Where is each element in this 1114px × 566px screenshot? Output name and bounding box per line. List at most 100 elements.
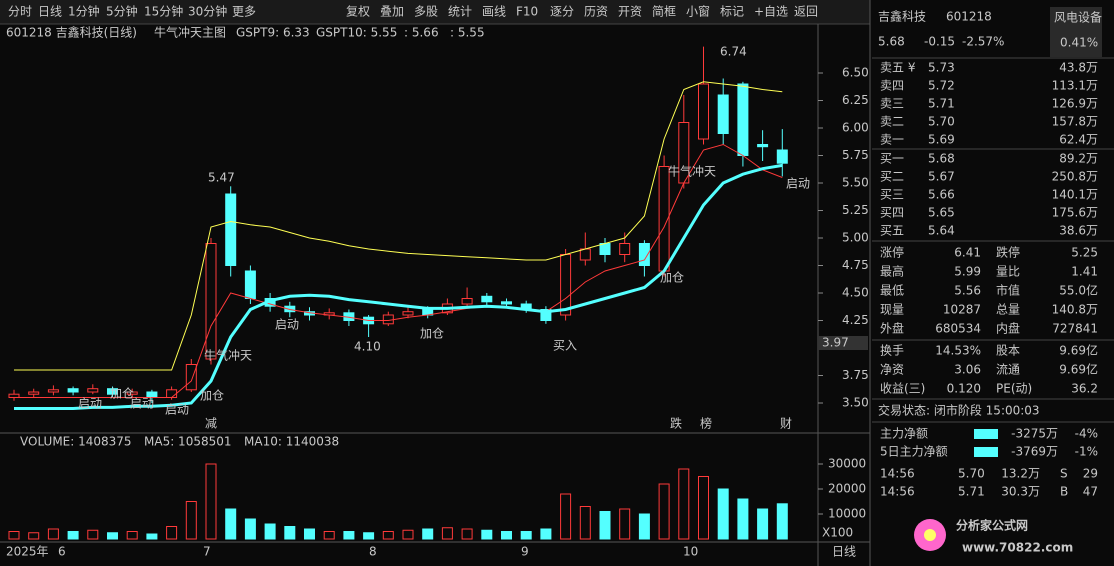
stock-code: 601218 xyxy=(946,10,992,24)
volume-bar xyxy=(441,527,453,540)
tool-button[interactable]: 开资 xyxy=(618,5,642,19)
tool-button[interactable]: 逐分 xyxy=(550,5,574,19)
annotation: 加仓 xyxy=(660,271,684,285)
tool-button[interactable]: 标记 xyxy=(720,5,744,19)
change-pct: -2.57% xyxy=(962,35,1004,49)
y-tick-label: 5.00 xyxy=(842,231,869,245)
tool-button[interactable]: 统计 xyxy=(448,5,472,19)
volume-bar xyxy=(205,463,217,540)
stat-value: 9.69亿 xyxy=(1059,362,1098,377)
candle-body xyxy=(225,193,237,266)
indicator-line xyxy=(14,163,783,410)
indicator-line xyxy=(14,81,783,371)
tool-button[interactable]: +自选 xyxy=(754,5,788,19)
volume-bar xyxy=(107,532,118,540)
y-tick-label: 6.50 xyxy=(842,66,869,80)
volume-bar xyxy=(146,533,158,540)
book-volume: 126.9万 xyxy=(1052,97,1098,111)
period-tab[interactable]: 30分钟 xyxy=(188,4,227,19)
trade-volume: 13.2万 xyxy=(1001,467,1040,481)
volume-bar xyxy=(461,528,473,540)
volume-bar xyxy=(363,532,375,540)
candle-body xyxy=(717,94,729,134)
trade-volume: 30.3万 xyxy=(1001,485,1040,499)
book-volume: 89.2万 xyxy=(1059,152,1098,166)
volume-bar xyxy=(126,531,138,540)
volume-bar xyxy=(28,532,40,540)
sector-name: 风电设备 xyxy=(1054,11,1102,25)
period-tab[interactable]: 15分钟 xyxy=(144,4,183,19)
stat-label: 换手 xyxy=(880,344,904,358)
book-volume: 62.4万 xyxy=(1059,133,1098,147)
volume-bar xyxy=(67,531,79,540)
book-volume: 175.6万 xyxy=(1052,206,1098,220)
book-price: 5.64 xyxy=(928,224,955,238)
annotation: 5.47 xyxy=(208,171,235,185)
stat-value: 10287 xyxy=(943,303,981,317)
candle-body xyxy=(579,248,591,261)
volume-bar xyxy=(402,529,414,540)
trade-count: 29 xyxy=(1083,467,1098,481)
volume-bar xyxy=(520,531,532,540)
stat-label: 总量 xyxy=(996,303,1020,317)
period-tab[interactable]: 分时 xyxy=(8,5,32,19)
sector-box xyxy=(1050,7,1102,57)
candle-body xyxy=(107,388,118,395)
flow-label: 5日主力净额 xyxy=(880,445,948,459)
tool-button[interactable]: 历资 xyxy=(584,5,608,19)
period-tab[interactable]: 5分钟 xyxy=(106,4,138,19)
stat-value: 680534 xyxy=(935,322,981,336)
annotation: 4.10 xyxy=(354,340,381,354)
book-price: 5.69 xyxy=(928,133,955,147)
period-tab[interactable]: 日线 xyxy=(38,5,62,19)
flow-bar xyxy=(974,447,998,457)
book-label: 卖三 xyxy=(880,97,904,111)
flow-pct: -4% xyxy=(1075,427,1098,441)
stat-label: 市值 xyxy=(996,283,1020,298)
volume-bar xyxy=(501,531,512,540)
volume-bar xyxy=(47,528,59,540)
tool-button[interactable]: 叠加 xyxy=(380,5,404,19)
tool-button[interactable]: F10 xyxy=(516,5,538,19)
stat-label: 最低 xyxy=(880,284,904,298)
stat-value: 3.06 xyxy=(954,363,981,377)
trade-price: 5.71 xyxy=(958,485,985,499)
book-volume: 38.6万 xyxy=(1059,224,1098,238)
book-label: 买五 xyxy=(880,224,904,238)
stat-label: 净资 xyxy=(880,363,904,377)
toolbar-bg xyxy=(0,0,870,24)
volume-bar xyxy=(717,488,729,540)
annotation: 财 xyxy=(780,417,792,431)
annotation: 跌 xyxy=(670,416,682,431)
tool-button[interactable]: 小窗 xyxy=(686,5,710,19)
volume-header: VOLUME: 1408375 xyxy=(20,435,132,449)
tool-button[interactable]: 简框 xyxy=(652,5,676,19)
book-label: 买二 xyxy=(880,170,904,184)
volume-bar xyxy=(8,531,20,540)
candle-body xyxy=(599,243,611,255)
volume-bar xyxy=(698,476,709,540)
book-volume: 250.8万 xyxy=(1052,170,1098,184)
candle-body xyxy=(481,295,493,303)
book-label: 卖一 xyxy=(880,133,904,147)
tool-button[interactable]: 画线 xyxy=(482,5,506,19)
y-tick-label: 3.75 xyxy=(842,368,869,382)
annotation: 启动 xyxy=(130,397,154,411)
stat-label: 最高 xyxy=(880,264,904,279)
date-label: 8 xyxy=(369,545,377,559)
annotation: 6.74 xyxy=(720,45,747,59)
candle-body xyxy=(776,149,788,164)
legend-gspt9: GSPT9: 6.33 xyxy=(236,26,310,40)
price: 5.68 xyxy=(878,35,905,49)
candle-body xyxy=(28,391,40,395)
period-tab[interactable]: 1分钟 xyxy=(68,4,100,19)
tool-button[interactable]: 多股 xyxy=(414,5,438,19)
period-tab[interactable]: 更多 xyxy=(232,5,256,19)
tool-button[interactable]: 返回 xyxy=(794,5,818,19)
stat-value: 5.56 xyxy=(954,284,981,298)
book-price: 5.67 xyxy=(928,170,955,184)
trade-side: S xyxy=(1060,467,1068,481)
book-volume: 157.8万 xyxy=(1052,115,1098,129)
tool-button[interactable]: 复权 xyxy=(346,5,370,19)
